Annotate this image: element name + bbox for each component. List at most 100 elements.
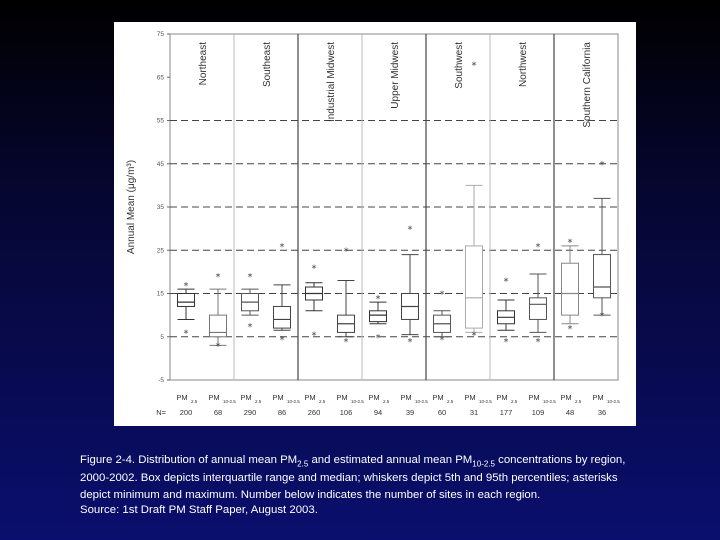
category-subscript: 10-2.5 — [479, 399, 492, 404]
region-label: Southeast — [262, 42, 273, 87]
y-axis-label: Annual Mean (μg/m³) — [126, 160, 137, 254]
min-asterisk: * — [600, 311, 605, 322]
max-asterisk: * — [248, 272, 253, 283]
max-asterisk: * — [312, 264, 317, 275]
site-count: 177 — [500, 408, 513, 417]
category-label: PM — [560, 393, 571, 402]
y-tick-label: 35 — [157, 204, 165, 211]
region-label: Southern California — [582, 42, 593, 128]
site-count: 31 — [470, 408, 478, 417]
source-note: Source: 1st Draft PM Staff Paper, August… — [80, 504, 318, 516]
category-subscript: 10-2.5 — [223, 399, 236, 404]
min-asterisk: * — [504, 337, 509, 348]
category-label: PM — [304, 393, 315, 402]
site-count: 48 — [566, 408, 574, 417]
category-subscript: 2.5 — [511, 399, 518, 404]
category-label: PM — [208, 393, 219, 402]
min-asterisk: * — [280, 335, 285, 346]
site-count: 60 — [438, 408, 446, 417]
y-tick-label: -5 — [158, 377, 164, 384]
category-subscript: 10-2.5 — [287, 399, 300, 404]
min-asterisk: * — [184, 328, 189, 339]
category-subscript: 2.5 — [383, 399, 390, 404]
site-count: 68 — [214, 408, 222, 417]
y-tick-label: 45 — [157, 161, 165, 168]
iqr-box — [593, 254, 611, 299]
max-asterisk: * — [280, 242, 285, 253]
category-label: PM — [368, 393, 379, 402]
category-subscript: 2.5 — [319, 399, 326, 404]
category-label: PM — [528, 393, 539, 402]
category-label: PM — [336, 393, 347, 402]
max-asterisk: * — [568, 238, 573, 249]
site-count: 290 — [244, 408, 257, 417]
site-count: 200 — [180, 408, 193, 417]
iqr-box — [209, 314, 227, 338]
category-subscript: 2.5 — [575, 399, 582, 404]
category-subscript: 2.5 — [255, 399, 262, 404]
min-asterisk: * — [248, 322, 253, 333]
figure-caption: Figure 2-4. Distribution of annual mean … — [80, 452, 690, 505]
max-asterisk: * — [184, 281, 189, 292]
max-asterisk: * — [472, 60, 477, 71]
y-tick-label: 5 — [160, 334, 164, 341]
caption-sub-2: 10-2.5 — [472, 459, 495, 469]
category-subscript: 10-2.5 — [607, 399, 620, 404]
category-label: PM — [432, 393, 443, 402]
caption-line1-post: concentrations by region, — [494, 454, 626, 466]
max-asterisk: * — [376, 294, 381, 305]
min-asterisk: * — [376, 333, 381, 344]
region-label: Industrial Midwest — [326, 42, 337, 122]
boxplot-chart: 75 65 55 45 35 25 15 5 -5 Annual Mean (μg/m³) Nort… — [126, 31, 620, 417]
min-asterisk: * — [472, 331, 477, 342]
caption-line2: 2000-2002. Box depicts interquartile ran… — [80, 471, 618, 484]
category-label: PM — [272, 393, 283, 402]
category-label: PM — [176, 393, 187, 402]
max-asterisk: * — [504, 277, 509, 288]
category-subscript: 2.5 — [191, 399, 198, 404]
site-count: 94 — [374, 408, 382, 417]
min-asterisk: * — [440, 335, 445, 346]
min-asterisk: * — [216, 341, 221, 352]
category-label: PM — [464, 393, 475, 402]
category-label: PM — [400, 393, 411, 402]
max-asterisk: * — [536, 242, 541, 253]
site-count: 86 — [278, 408, 286, 417]
site-count: 109 — [532, 408, 545, 417]
site-count: 260 — [308, 408, 321, 417]
y-tick-label: 55 — [157, 118, 165, 125]
site-count: 39 — [406, 408, 414, 417]
caption-line1-mid: and estimated annual mean PM — [308, 454, 473, 466]
caption-line3: depict minimum and maximum. Number below… — [80, 489, 541, 501]
max-asterisk: * — [440, 290, 445, 301]
category-label: PM — [496, 393, 507, 402]
iqr-box — [465, 245, 483, 329]
category-subscript: 10-2.5 — [415, 399, 428, 404]
category-subscript: 2.5 — [447, 399, 454, 404]
y-tick-label: 75 — [157, 31, 165, 38]
region-label: Northwest — [518, 42, 529, 87]
y-tick-label: 15 — [157, 291, 165, 298]
caption-line1-pre: Figure 2-4. Distribution of annual mean … — [80, 454, 298, 466]
max-asterisk: * — [600, 160, 605, 171]
max-asterisk: * — [408, 225, 413, 236]
site-count: 106 — [340, 408, 353, 417]
y-tick-label: 65 — [157, 74, 165, 81]
caption-sub-1: 2.5 — [297, 459, 309, 469]
iqr-box — [273, 305, 291, 329]
min-asterisk: * — [408, 337, 413, 348]
iqr-box — [529, 297, 547, 320]
iqr-box — [369, 310, 387, 323]
max-asterisk: * — [216, 272, 221, 283]
region-label: Northeast — [198, 42, 209, 86]
category-subscript: 10-2.5 — [351, 399, 364, 404]
region-label: Upper Midwest — [390, 42, 401, 109]
site-count: 36 — [598, 408, 606, 417]
category-label: PM — [592, 393, 603, 402]
min-asterisk: * — [344, 337, 349, 348]
iqr-box — [177, 293, 195, 307]
y-tick-label: 25 — [157, 247, 165, 254]
figure-panel: 75 65 55 45 35 25 15 5 -5 Annual Mean (μg/m³) Nort… — [114, 22, 636, 426]
region-label: Southwest — [454, 42, 465, 89]
category-label: PM — [240, 393, 251, 402]
